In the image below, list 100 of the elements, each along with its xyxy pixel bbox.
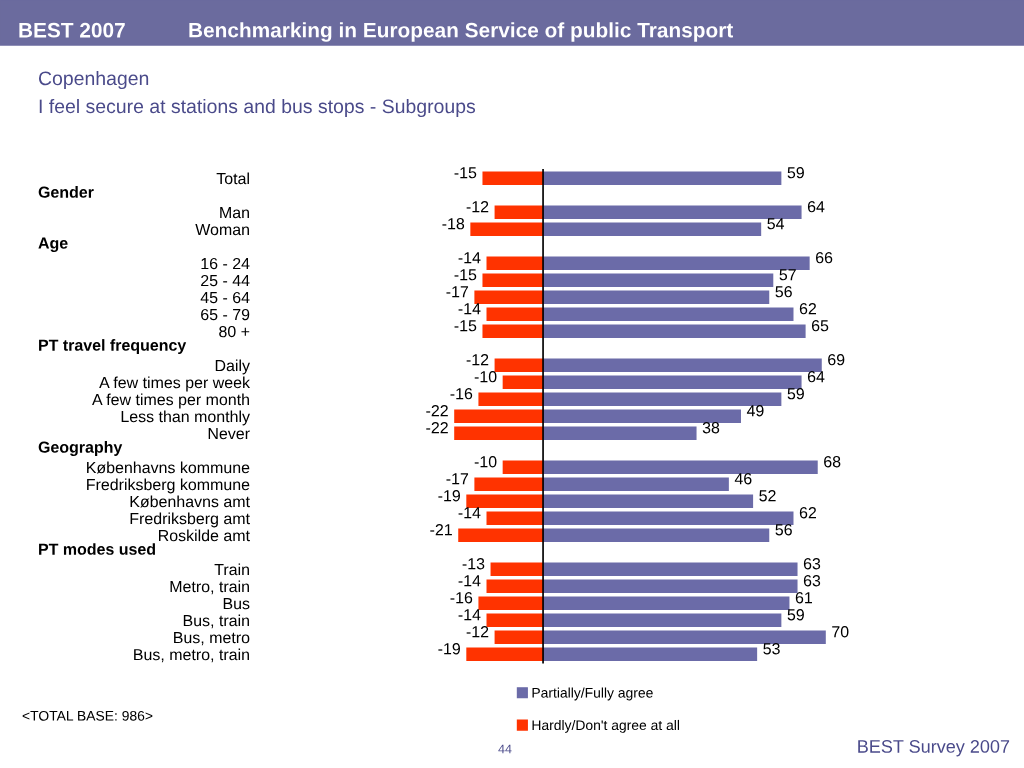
y-tick-label: 16 - 24	[201, 257, 250, 270]
y-tick-label: 65 - 79	[201, 308, 250, 321]
text: PT modes used	[39, 543, 155, 555]
y-tick-label: A few times per month	[92, 393, 249, 409]
bar	[470, 222, 544, 237]
bar	[543, 460, 818, 475]
text: BEST Survey 2007	[858, 740, 1010, 757]
data-label: -15	[454, 167, 477, 179]
data-label: -14	[458, 252, 481, 264]
bar	[543, 273, 774, 288]
text: PT travel frequency	[39, 339, 187, 354]
bar	[543, 375, 802, 390]
y-tick-label: Bus, metro	[174, 632, 250, 646]
data-label: 69	[828, 354, 845, 366]
bar	[543, 579, 798, 594]
data-label: 57	[779, 269, 796, 281]
data-label: -19	[438, 490, 460, 502]
text: BEST 2007	[19, 22, 125, 38]
bar	[482, 324, 544, 339]
data-label: 63	[803, 575, 821, 587]
bar	[486, 307, 544, 322]
bar	[474, 290, 544, 305]
bar	[494, 358, 544, 373]
bar	[490, 562, 544, 577]
bar	[494, 630, 544, 645]
bar	[454, 409, 544, 424]
data-label: 59	[787, 609, 804, 621]
y-tick-label: Metro, train	[170, 580, 249, 595]
bar	[543, 307, 794, 322]
data-label: -17	[446, 473, 469, 485]
bar	[543, 409, 741, 424]
data-label: -14	[458, 507, 481, 519]
data-label: -15	[454, 269, 477, 281]
y-tick-label: Fredriksberg amt	[130, 512, 250, 528]
data-label: 62	[799, 507, 817, 519]
text: Copenhagen	[38, 70, 149, 90]
bar	[543, 426, 697, 441]
bar	[543, 222, 762, 237]
bar	[466, 647, 544, 662]
text: Benchmarking in European Service of public Transport	[189, 22, 734, 42]
bar	[543, 256, 810, 271]
text: I feel secure at stations and bus stops - Subgroups	[39, 98, 476, 118]
data-label: 63	[803, 558, 821, 570]
data-label: 64	[807, 371, 825, 383]
bar	[478, 392, 544, 407]
data-label: -12	[466, 354, 489, 366]
data-label: 54	[767, 218, 785, 230]
data-label: 64	[807, 201, 825, 213]
bar	[482, 273, 544, 288]
data-label: -10	[474, 456, 497, 468]
bar	[543, 324, 806, 339]
data-label: 46	[734, 473, 752, 485]
data-label: -14	[458, 609, 481, 621]
data-label: 61	[795, 592, 812, 604]
bar	[543, 528, 770, 543]
bar	[543, 511, 794, 526]
y-tick-label: Fredriksberg kommune	[87, 478, 250, 494]
y-tick-label: A few times per week	[99, 376, 251, 392]
data-label: 68	[824, 456, 841, 468]
legend-label: Partially/Fully agree	[532, 687, 653, 701]
data-label: 56	[775, 524, 792, 536]
bar	[458, 528, 544, 543]
y-tick-label: Man	[220, 207, 249, 219]
bar	[454, 426, 544, 441]
bar	[543, 171, 782, 186]
y-tick-label: 80 +	[219, 325, 250, 338]
data-label: -19	[438, 643, 460, 655]
y-tick-label: Total	[216, 172, 249, 185]
bar	[543, 392, 782, 407]
data-label: -17	[446, 286, 469, 298]
text: Geography	[38, 441, 123, 457]
data-label: 38	[702, 422, 720, 434]
y-tick-label: Københavns kommune	[87, 461, 250, 474]
bar	[486, 256, 544, 271]
bar	[502, 460, 544, 475]
data-label: -16	[450, 592, 473, 604]
bar	[543, 596, 790, 611]
text: Gender	[38, 186, 94, 198]
data-label: -22	[426, 405, 448, 417]
bar	[543, 647, 758, 662]
data-label: -22	[426, 422, 448, 434]
data-label: 59	[787, 388, 804, 400]
bar	[478, 596, 544, 611]
bar	[486, 511, 544, 526]
y-tick-label: 45 - 64	[200, 291, 250, 304]
bar	[543, 494, 754, 509]
bar	[543, 562, 798, 577]
bar	[543, 477, 729, 492]
data-label: 65	[811, 320, 829, 332]
data-label: -14	[458, 575, 481, 587]
bar	[474, 477, 544, 492]
data-label: -13	[462, 558, 485, 570]
data-label: 59	[787, 167, 804, 179]
y-tick-label: Roskilde amt	[159, 529, 250, 542]
y-tick-label: Bus, metro, train	[134, 648, 249, 663]
bar	[543, 613, 782, 628]
data-label: -12	[466, 626, 489, 638]
bar	[486, 613, 544, 628]
y-tick-label: Københavns amt	[130, 495, 250, 508]
data-label: -14	[458, 303, 481, 315]
